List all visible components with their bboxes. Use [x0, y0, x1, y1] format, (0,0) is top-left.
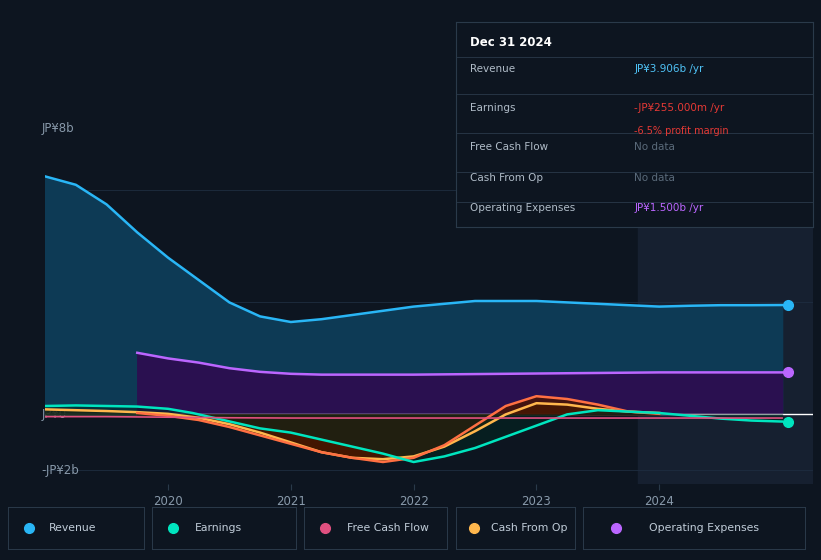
- Text: Earnings: Earnings: [195, 523, 242, 533]
- Bar: [639, 148, 819, 484]
- Text: Free Cash Flow: Free Cash Flow: [470, 142, 548, 152]
- Text: Free Cash Flow: Free Cash Flow: [346, 523, 429, 533]
- Text: Earnings: Earnings: [470, 103, 516, 113]
- Text: JP¥1.500b /yr: JP¥1.500b /yr: [635, 203, 704, 213]
- Text: -JP¥2b: -JP¥2b: [41, 464, 79, 477]
- Text: Operating Expenses: Operating Expenses: [649, 523, 759, 533]
- Text: JP¥3.906b /yr: JP¥3.906b /yr: [635, 64, 704, 74]
- Text: Revenue: Revenue: [470, 64, 515, 74]
- Text: Cash From Op: Cash From Op: [491, 523, 568, 533]
- Text: JP¥0: JP¥0: [41, 408, 67, 421]
- Text: Cash From Op: Cash From Op: [470, 172, 543, 183]
- Text: Operating Expenses: Operating Expenses: [470, 203, 576, 213]
- Text: JP¥8b: JP¥8b: [41, 122, 74, 135]
- Text: No data: No data: [635, 172, 675, 183]
- Text: -6.5% profit margin: -6.5% profit margin: [635, 126, 729, 136]
- Text: No data: No data: [635, 142, 675, 152]
- Text: Dec 31 2024: Dec 31 2024: [470, 36, 552, 49]
- Text: Revenue: Revenue: [49, 523, 96, 533]
- Text: -JP¥255.000m /yr: -JP¥255.000m /yr: [635, 103, 724, 113]
